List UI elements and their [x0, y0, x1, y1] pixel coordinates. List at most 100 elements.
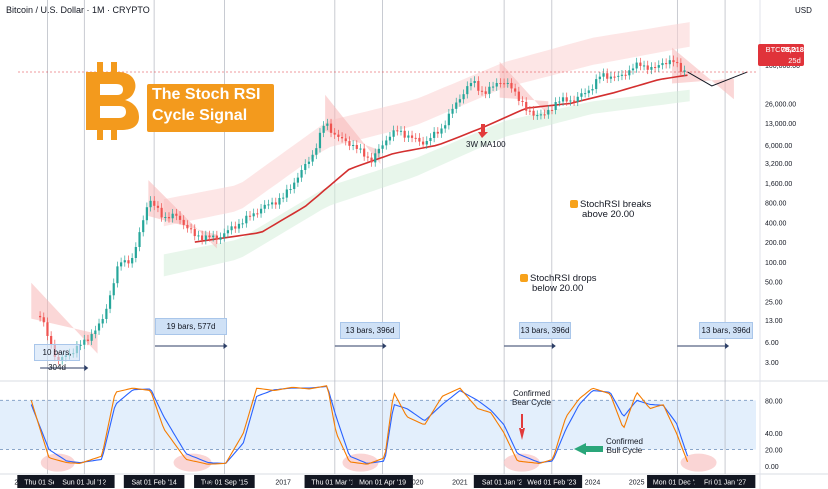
candle-body	[329, 123, 333, 133]
oversold-highlight	[503, 453, 540, 472]
candle-body	[164, 216, 167, 218]
candle-body	[455, 102, 458, 109]
candle-body	[307, 161, 311, 164]
bear-arrow-icon	[519, 414, 525, 440]
time-marker-label: Mon 01 Apr '19	[359, 480, 406, 487]
candle-body	[396, 130, 399, 132]
candle-body	[466, 86, 469, 95]
candle-body	[278, 197, 281, 205]
chart-title: Bitcoin / U.S. Dollar · 1M · CRYPTO	[6, 5, 150, 15]
candle-body	[462, 94, 465, 100]
candle-body	[50, 335, 53, 345]
candle-body	[296, 177, 299, 183]
bear-line1: Confirmed	[513, 389, 551, 398]
candle-body	[444, 125, 447, 129]
candle-body	[120, 262, 123, 267]
bear-line2: Bear Cycle	[512, 398, 552, 407]
time-marker-label: Sat 01 Jan '22	[482, 480, 527, 487]
time-tick-label: 201	[204, 480, 216, 487]
candle-body	[514, 88, 517, 92]
cycle-highlight	[325, 94, 381, 164]
currency-label: USD	[795, 6, 812, 15]
candle-body	[602, 73, 605, 77]
candle-body	[241, 223, 244, 225]
candle-body	[363, 148, 366, 157]
price-tag-symbol: BTCUSD	[765, 45, 797, 54]
cycle-arrow-head	[382, 343, 387, 349]
candle-body	[123, 260, 126, 263]
breaks-line2: above 20.00	[582, 209, 635, 220]
time-tick-label: 201	[14, 480, 26, 487]
candle-body	[204, 235, 207, 241]
candle-body	[672, 60, 675, 63]
candle-body	[112, 283, 115, 296]
time-marker-bg	[304, 475, 366, 488]
candle-body	[661, 63, 664, 66]
time-marker-label: Sun 01 Jul '12	[62, 480, 106, 487]
ma-annotation: 3W MA100	[466, 140, 506, 149]
price-tick-label: 26,000.00	[765, 101, 796, 108]
drops-line2: below 20.00	[532, 283, 584, 294]
ma100-line	[194, 74, 688, 243]
candle-body	[488, 86, 491, 94]
price-tick-label: 13.00	[765, 318, 783, 325]
candle-body	[267, 204, 270, 206]
candle-body	[285, 189, 288, 198]
candle-body	[86, 339, 90, 341]
candle-body	[377, 148, 380, 154]
candle-body	[580, 93, 583, 97]
drops-annotation: StochRSI drops below 20.00	[520, 274, 597, 294]
candle-body	[447, 113, 450, 126]
time-tick-label: 13	[100, 480, 108, 487]
cycle-box-1: 19 bars, 577d	[155, 318, 227, 335]
candle-body	[101, 318, 104, 324]
time-marker-label: Mon 01 Dec '25	[653, 480, 702, 487]
candle-body	[248, 215, 252, 217]
candle-body	[433, 131, 436, 138]
time-tick-label: 2021	[452, 480, 468, 487]
price-tag-countdown: 25d 11h	[788, 56, 801, 76]
cycle-arrow-head	[223, 343, 228, 349]
candle-body	[237, 223, 241, 229]
cycle-arrow-head	[84, 365, 89, 371]
candle-body	[352, 145, 355, 147]
time-tick-label: 2020	[408, 480, 424, 487]
cycle-highlight	[672, 47, 734, 100]
candle-body	[116, 266, 119, 284]
upper-channel-band	[163, 22, 690, 227]
candle-body	[359, 148, 362, 150]
candle-body	[554, 102, 557, 110]
cycle-arrow-head	[725, 343, 730, 349]
candle-body	[561, 97, 565, 102]
price-tick-label: 100,000.00	[765, 63, 800, 70]
candle-body	[156, 205, 160, 208]
cycle-box-4: 13 bars, 396d	[699, 322, 753, 339]
time-marker-label: Wed 01 Feb '23	[527, 480, 576, 487]
candle-body	[407, 135, 410, 138]
candle-body	[628, 70, 631, 76]
time-marker-label: Tue 01 Sep '15	[201, 480, 248, 487]
candle-body	[259, 208, 263, 214]
candle-body	[167, 216, 171, 219]
candle-body	[635, 62, 638, 69]
ma-arrow-icon	[478, 124, 488, 138]
candle-body	[536, 115, 539, 117]
candle-body	[565, 97, 568, 102]
candle-body	[274, 202, 277, 205]
candle-body	[318, 132, 322, 149]
candle-body	[175, 213, 178, 216]
candle-body	[429, 137, 432, 142]
time-marker-label: Sat 01 Feb '14	[131, 480, 176, 487]
candle-body	[425, 141, 428, 145]
candle-body	[436, 131, 439, 134]
price-tag-value: 78,218.59	[781, 45, 815, 54]
candle-body	[333, 132, 336, 135]
candle-body	[186, 224, 189, 229]
candle-body	[473, 80, 476, 84]
price-tick-label: 400.00	[765, 220, 787, 227]
candle-body	[46, 322, 49, 336]
candle-body	[193, 229, 196, 237]
candle-body	[543, 114, 546, 116]
candle-body	[322, 125, 325, 133]
